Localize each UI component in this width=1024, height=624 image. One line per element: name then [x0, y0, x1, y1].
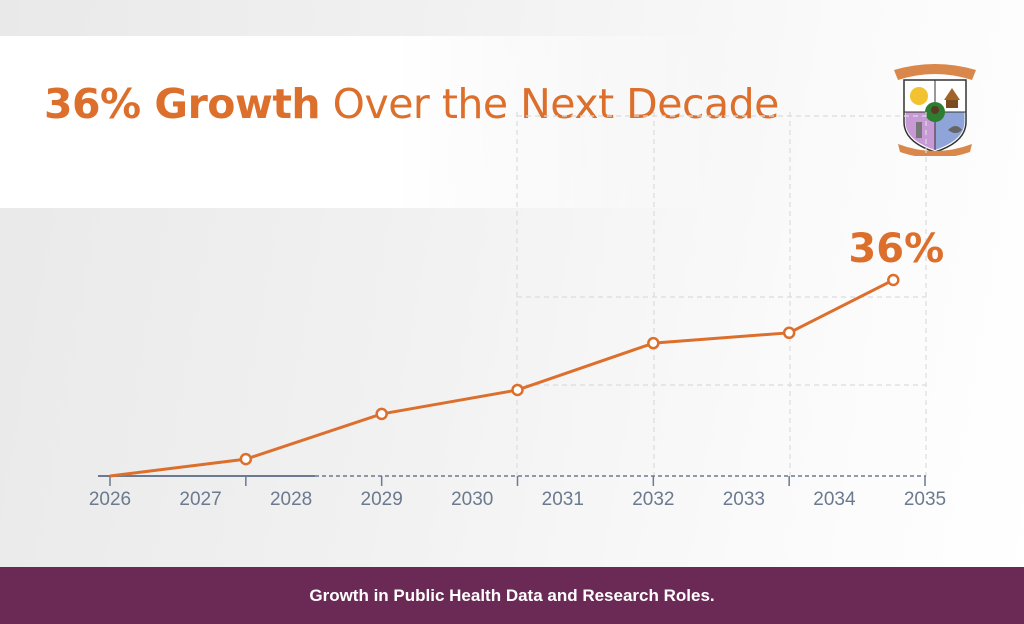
footer-caption: Growth in Public Health Data and Researc…	[309, 585, 715, 605]
x-tick-label: 2033	[723, 489, 765, 510]
data-point	[375, 407, 388, 421]
data-point	[511, 383, 524, 397]
title-panel	[0, 36, 720, 208]
x-tick-label: 2029	[361, 489, 403, 510]
x-tick-label: 2030	[451, 489, 493, 510]
x-tick-label: 2034	[813, 489, 856, 510]
title-rest: Over the Next Decade	[332, 80, 780, 128]
x-tick-label: 2035	[904, 489, 946, 510]
series-line	[109, 278, 894, 478]
x-tick-label: 2028	[270, 489, 312, 510]
x-tick-label: 2026	[89, 489, 131, 510]
footer-banner: Growth in Public Health Data and Researc…	[0, 567, 1024, 624]
x-tick-label: 2032	[632, 489, 674, 510]
data-point	[239, 452, 253, 466]
peak-value-label: 36%	[848, 226, 944, 272]
title-bold: 36% Growth	[44, 80, 321, 128]
university-logo	[894, 64, 976, 156]
data-point	[647, 336, 660, 350]
x-tick-label: 2031	[542, 489, 584, 510]
data-point	[887, 273, 900, 287]
x-tick-label: 2027	[179, 489, 221, 510]
page-title: 36% Growth Over the Next Decade	[44, 80, 779, 128]
data-point	[782, 326, 796, 340]
